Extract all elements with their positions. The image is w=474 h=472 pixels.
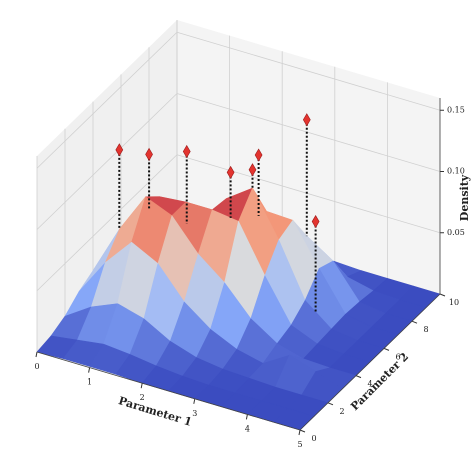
x-tick: [245, 414, 248, 420]
x-tick-label: 1: [87, 378, 92, 387]
marker: [115, 143, 124, 157]
x-tick: [140, 383, 143, 389]
marker: [248, 163, 257, 177]
grid-line: [176, 31, 441, 111]
y-tick-label: 2: [339, 407, 344, 416]
z-tick-label: 0.10: [447, 167, 465, 176]
y-tick-label: 6: [395, 352, 400, 361]
x-tick-label: 2: [140, 393, 145, 402]
grid-line: [176, 154, 441, 234]
grid-line: [176, 93, 441, 172]
grid-line: [36, 31, 178, 169]
marker: [182, 144, 191, 159]
y-tick: [439, 293, 446, 297]
surface: [36, 187, 441, 431]
x-tick-label: 3: [192, 409, 197, 418]
x-tick-label: 4: [245, 424, 250, 433]
y-tick: [383, 347, 390, 351]
y-tick: [327, 402, 334, 406]
marker: [302, 113, 311, 127]
y-tick: [299, 429, 306, 433]
marker: [145, 147, 153, 161]
y-tick-label: 8: [423, 325, 428, 334]
z-tick-label: 0.15: [447, 105, 465, 114]
grid-line: [36, 93, 178, 230]
y-axis-line: [299, 293, 441, 431]
x-tick: [88, 367, 91, 373]
z-tick-label: 0.05: [447, 228, 465, 237]
marker: [226, 165, 235, 180]
x-tick: [193, 398, 196, 404]
x-tick: [298, 429, 301, 436]
left-pane: [37, 20, 177, 352]
x-tick: [35, 351, 38, 358]
y-tick: [411, 320, 418, 324]
x-tick-label: 0: [34, 362, 39, 371]
grid-line: [36, 154, 178, 292]
marker: [254, 148, 263, 162]
y-tick-label: 0: [311, 434, 316, 443]
y-tick-label: 10: [449, 298, 459, 307]
x-axis-line: [36, 351, 301, 431]
marker: [311, 214, 320, 229]
y-tick: [355, 375, 362, 379]
points: [115, 113, 320, 312]
x-axis-label: Parameter 1: [117, 394, 194, 429]
z-axis-label: Density: [458, 174, 471, 221]
x-tick-label: 5: [297, 440, 302, 449]
y-tick-label: 4: [367, 380, 372, 389]
